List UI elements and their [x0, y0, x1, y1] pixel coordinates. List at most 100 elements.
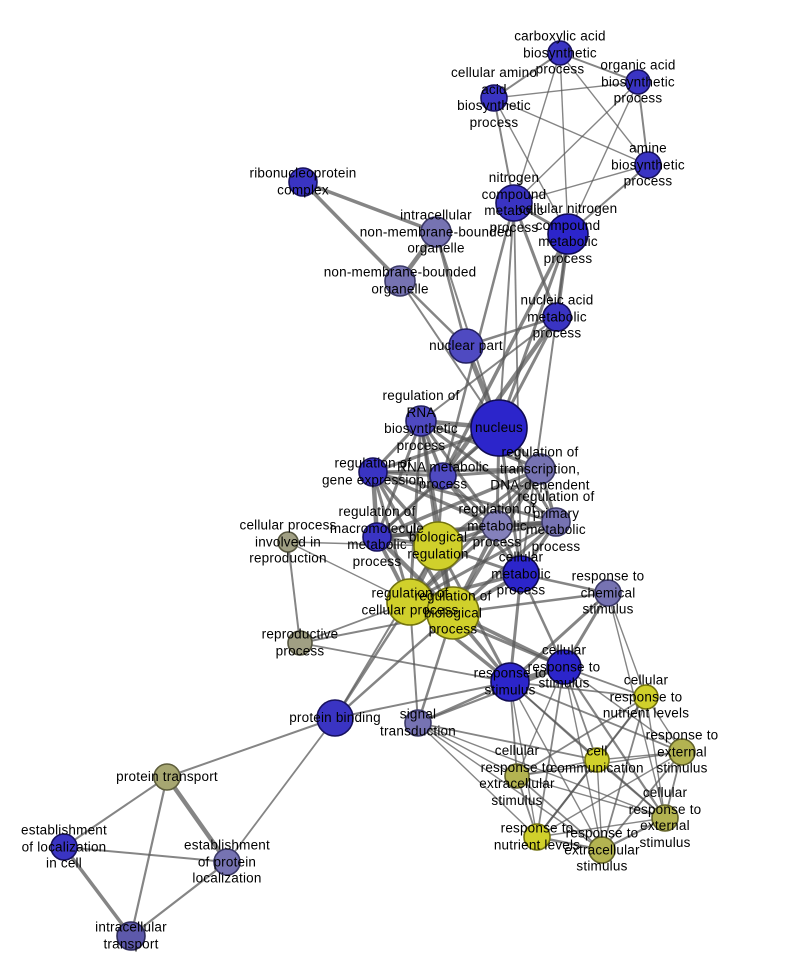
- node-organic-acid-biosynthetic-process[interactable]: [625, 69, 651, 95]
- edge-nucleic-acid-metabolic-process--regulation-of-rna-biosynthetic-process: [420, 316, 558, 422]
- edge-organic-acid-biosynthetic-process--nitrogen-compound-metabolic-process: [513, 81, 639, 204]
- edge-carboxylic-acid-biosynthetic-process--organic-acid-biosynthetic-process: [559, 52, 639, 83]
- edge-nitrogen-compound-metabolic-process--nucleic-acid-metabolic-process: [512, 202, 559, 318]
- edge-protein-binding--establishment-of-protein-localization: [226, 717, 336, 863]
- edge-cellular-amino-acid-biosynthetic-process--amine-biosynthetic-process: [493, 97, 649, 166]
- edge-cellular-nitrogen-compound-metabolic-process--nucleus: [497, 233, 570, 429]
- node-ribonucleoprotein-complex[interactable]: [288, 167, 318, 197]
- node-response-to-external-stimulus[interactable]: [668, 738, 696, 766]
- edge-cellular-response-to-stimulus--cellular-response-to-extracellular-stimulus: [516, 666, 565, 777]
- edge-response-to-stimulus--protein-binding: [334, 681, 511, 719]
- node-intracellular-transport[interactable]: [116, 921, 146, 951]
- edge-cellular-response-to-extracellular-stimulus--cellular-response-to-external-stimulus: [516, 775, 666, 819]
- node-regulation-of-macromolecule-metabolic-process[interactable]: [362, 522, 392, 552]
- node-regulation-of-gene-expression[interactable]: [358, 457, 388, 487]
- edge-establishment-of-protein-localization--intracellular-transport: [130, 861, 228, 937]
- node-regulation-of-rna-biosynthetic-process[interactable]: [405, 405, 437, 437]
- edge-protein-binding--protein-transport: [166, 717, 336, 778]
- edge-response-to-external-stimulus--response-to-nutrient-levels: [536, 751, 683, 838]
- edge-cellular-response-to-stimulus--response-to-extracellular-stimulus: [563, 666, 603, 851]
- edge-protein-transport--establishment-of-protein-localization: [165, 775, 229, 864]
- node-regulation-of-metabolic-process[interactable]: [481, 510, 513, 542]
- node-nuclear-part[interactable]: [448, 328, 484, 364]
- edge-intracellular-non-membrane-bounded-organelle--nuclear-part: [434, 231, 468, 347]
- edge-cellular-response-to-stimulus--signal-transduction: [417, 665, 565, 725]
- edge-nitrogen-compound-metabolic-process--nucleus: [498, 202, 515, 429]
- edge-establishment-of-localization-in-cell--intracellular-transport: [62, 845, 133, 938]
- node-cell-communication[interactable]: [584, 747, 610, 773]
- node-biological-regulation[interactable]: [413, 521, 463, 571]
- node-cellular-metabolic-process[interactable]: [502, 555, 540, 593]
- edge-signal-transduction--cellular-response-to-extracellular-stimulus: [417, 722, 518, 777]
- node-cellular-nitrogen-compound-metabolic-process[interactable]: [547, 213, 589, 255]
- edge-cell-communication--cellular-response-to-external-stimulus: [596, 759, 666, 819]
- edge-signal-transduction--response-to-nutrient-levels: [417, 722, 538, 838]
- edge-protein-transport--intracellular-transport: [129, 776, 169, 937]
- node-response-to-stimulus[interactable]: [490, 662, 530, 702]
- edge-protein-transport--establishment-of-localization-in-cell: [63, 776, 168, 848]
- node-amine-biosynthetic-process[interactable]: [634, 151, 662, 179]
- node-regulation-of-transcription-dna-dependent[interactable]: [524, 453, 556, 485]
- node-response-to-extracellular-stimulus[interactable]: [588, 836, 616, 864]
- edges-layer: [62, 52, 683, 938]
- node-response-to-chemical-stimulus[interactable]: [594, 579, 622, 607]
- edge-response-to-stimulus--reproductive-process: [299, 642, 511, 683]
- node-intracellular-non-membrane-bounded-organelle[interactable]: [420, 216, 452, 248]
- edge-cellular-response-to-nutrient-levels--cellular-response-to-external-stimulus: [645, 696, 666, 819]
- node-nitrogen-compound-metabolic-process[interactable]: [495, 184, 533, 222]
- node-establishment-of-localization-in-cell[interactable]: [50, 833, 78, 861]
- node-establishment-of-protein-localization[interactable]: [213, 848, 241, 876]
- edge-non-membrane-bounded-organelle--nucleus: [399, 280, 500, 429]
- edge-rna-metabolic-process--regulation-of-macromolecule-metabolic-process: [375, 474, 445, 539]
- edge-response-to-stimulus--response-to-extracellular-stimulus: [509, 681, 603, 851]
- edge-nucleic-acid-metabolic-process--rna-metabolic-process: [441, 315, 559, 478]
- edge-cellular-response-to-extracellular-stimulus--response-to-extracellular-stimulus: [516, 775, 603, 851]
- edge-biological-regulation--cellular-process-involved-in-reproduction: [287, 541, 439, 547]
- edge-carboxylic-acid-biosynthetic-process--cellular-nitrogen-compound-metabolic-process: [559, 52, 569, 235]
- node-regulation-of-primary-metabolic-process[interactable]: [541, 507, 571, 537]
- edge-signal-transduction--cell-communication: [417, 722, 598, 761]
- node-cellular-process-involved-in-reproduction[interactable]: [277, 531, 299, 553]
- node-cellular-response-to-stimulus[interactable]: [546, 649, 582, 685]
- edge-response-to-chemical-stimulus--cellular-response-to-nutrient-levels: [607, 592, 647, 698]
- edge-organic-acid-biosynthetic-process--amine-biosynthetic-process: [637, 81, 649, 166]
- node-protein-binding[interactable]: [316, 699, 354, 737]
- node-reproductive-process[interactable]: [287, 630, 313, 656]
- node-carboxylic-acid-biosynthetic-process[interactable]: [547, 40, 573, 66]
- edge-organic-acid-biosynthetic-process--cellular-nitrogen-compound-metabolic-process: [567, 81, 639, 235]
- node-cellular-response-to-nutrient-levels[interactable]: [633, 684, 659, 710]
- edge-ribonucleoprotein-complex--non-membrane-bounded-organelle: [301, 180, 402, 283]
- node-rna-metabolic-process[interactable]: [429, 462, 457, 490]
- edge-cellular-response-to-nutrient-levels--cellular-response-to-extracellular-stimulus: [516, 696, 647, 777]
- edge-cellular-process-involved-in-reproduction--reproductive-process: [287, 541, 301, 644]
- edge-response-to-chemical-stimulus--response-to-stimulus: [508, 591, 610, 684]
- node-nucleus[interactable]: [470, 399, 528, 457]
- node-non-membrane-bounded-organelle[interactable]: [384, 265, 416, 297]
- edge-regulation-of-transcription-dna-dependent--regulation-of-cellular-process: [408, 467, 542, 604]
- edge-cellular-response-to-stimulus--response-to-external-stimulus: [563, 666, 683, 753]
- node-signal-transduction[interactable]: [404, 709, 432, 737]
- edge-carboxylic-acid-biosynthetic-process--amine-biosynthetic-process: [559, 52, 649, 166]
- node-protein-transport[interactable]: [153, 763, 181, 791]
- edge-response-to-external-stimulus--response-to-extracellular-stimulus: [601, 751, 683, 851]
- node-cellular-response-to-external-stimulus[interactable]: [651, 804, 679, 832]
- node-response-to-nutrient-levels[interactable]: [523, 823, 551, 851]
- edge-ribonucleoprotein-complex--intracellular-non-membrane-bounded-organelle: [302, 180, 437, 234]
- nodes-layer: [50, 40, 696, 951]
- edge-response-to-external-stimulus--cell-communication: [596, 751, 683, 761]
- node-regulation-of-biological-process[interactable]: [426, 586, 480, 640]
- edge-cell-communication--cellular-response-to-extracellular-stimulus: [516, 759, 598, 777]
- edge-regulation-of-transcription-dna-dependent--rna-metabolic-process: [442, 467, 541, 478]
- edge-organic-acid-biosynthetic-process--cellular-amino-acid-biosynthetic-process: [493, 81, 639, 99]
- edge-cell-communication--response-to-nutrient-levels: [536, 759, 598, 838]
- edge-establishment-of-localization-in-cell--establishment-of-protein-localization: [63, 846, 228, 863]
- edge-cellular-response-to-external-stimulus--response-to-nutrient-levels: [536, 817, 666, 838]
- edge-amine-biosynthetic-process--nitrogen-compound-metabolic-process: [513, 164, 649, 204]
- edge-regulation-of-transcription-dna-dependent--regulation-of-gene-expression: [372, 467, 541, 474]
- node-nucleic-acid-metabolic-process[interactable]: [542, 302, 572, 332]
- node-cellular-response-to-extracellular-stimulus[interactable]: [504, 763, 530, 789]
- node-regulation-of-cellular-process[interactable]: [386, 578, 434, 626]
- edge-carboxylic-acid-biosynthetic-process--nitrogen-compound-metabolic-process: [513, 52, 561, 204]
- node-cellular-amino-acid-biosynthetic-process[interactable]: [480, 84, 508, 112]
